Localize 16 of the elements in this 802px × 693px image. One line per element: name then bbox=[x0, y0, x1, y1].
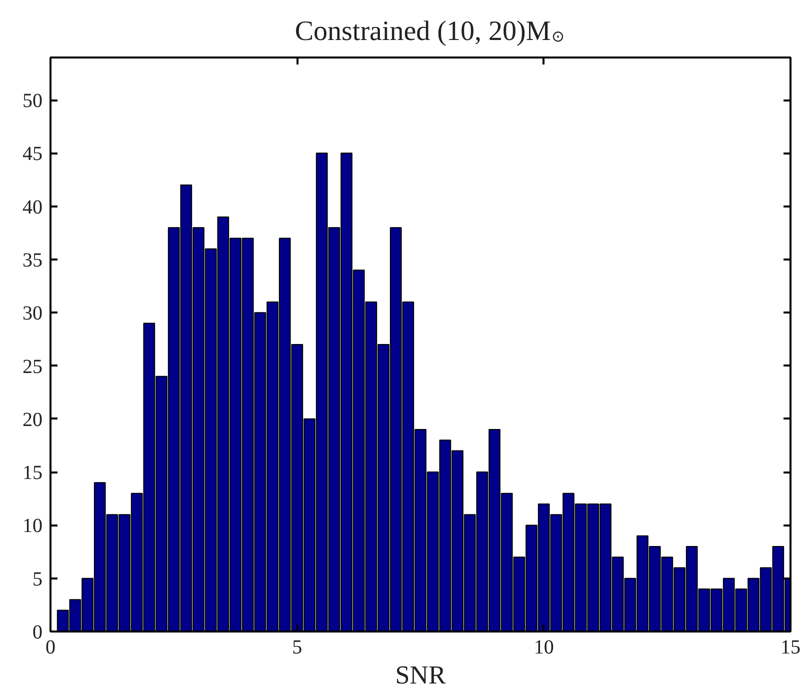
y-tick-label: 35 bbox=[22, 249, 42, 272]
y-tick-label: 50 bbox=[22, 90, 42, 112]
x-axis-title: SNR bbox=[395, 660, 446, 690]
chart-title: Constrained (10, 20)M⊙ bbox=[294, 16, 565, 47]
y-tick-label: 0 bbox=[32, 622, 42, 644]
x-tick-label: 5 bbox=[292, 636, 302, 658]
y-tick-label: 20 bbox=[22, 408, 42, 431]
x-tick-label: 15 bbox=[780, 636, 800, 658]
y-tick-label: 15 bbox=[22, 462, 42, 484]
y-tick-label: 25 bbox=[22, 356, 42, 378]
y-tick-label: 5 bbox=[32, 568, 42, 590]
y-tick-label: 40 bbox=[22, 196, 42, 218]
y-tick-label: 45 bbox=[22, 143, 42, 166]
y-tick-label: 10 bbox=[22, 515, 42, 538]
x-tick-label: 10 bbox=[534, 636, 554, 658]
y-tick-label: 30 bbox=[22, 302, 42, 325]
